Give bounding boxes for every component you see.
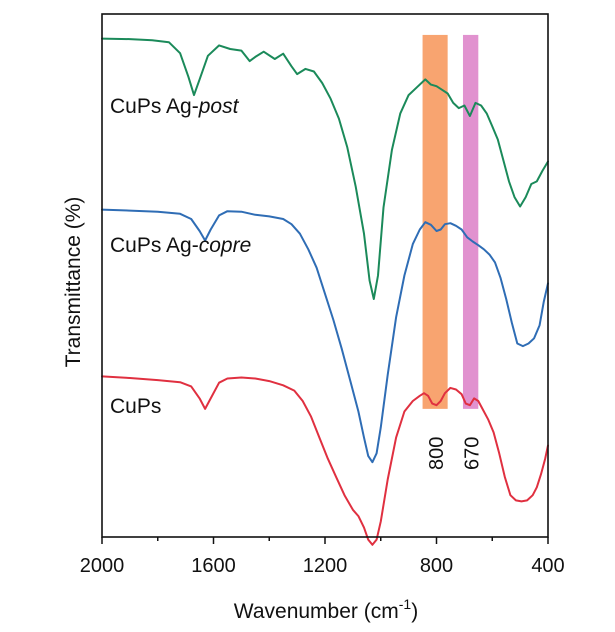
- series-label-cups: CuPs: [110, 395, 161, 418]
- x-axis-ticks: 2000 1600 1200 800 400: [80, 537, 565, 577]
- band-label-800: 800: [426, 437, 448, 470]
- highlight-bands: 800 670: [422, 34, 484, 470]
- series-line-cups-ag-copre: [101, 208, 549, 464]
- x-tick-label: 400: [531, 555, 564, 577]
- y-axis-title: Transmittance (%): [62, 197, 85, 368]
- x-axis-title-superscript: -1: [399, 596, 412, 612]
- series-labels: CuPs Ag-post CuPs Ag-copre CuPs: [110, 95, 251, 418]
- x-tick-label: 1200: [303, 555, 348, 577]
- x-tick-label: 1600: [191, 555, 236, 577]
- series-label-cups-ag-copre: CuPs Ag-copre: [110, 234, 251, 257]
- x-axis-title: Wavenumber (cm-1): [234, 596, 418, 623]
- series-line-cups-ag-post: [101, 37, 549, 300]
- highlight-band-670: [462, 34, 479, 409]
- band-label-670: 670: [462, 437, 484, 470]
- x-tick-label: 2000: [80, 555, 125, 577]
- series-label-cups-ag-post: CuPs Ag-post: [110, 95, 240, 118]
- series-line-cups: [101, 375, 549, 546]
- x-tick-label: 800: [420, 555, 453, 577]
- x-axis-title-close: ): [411, 600, 418, 623]
- series-lines: [101, 37, 549, 546]
